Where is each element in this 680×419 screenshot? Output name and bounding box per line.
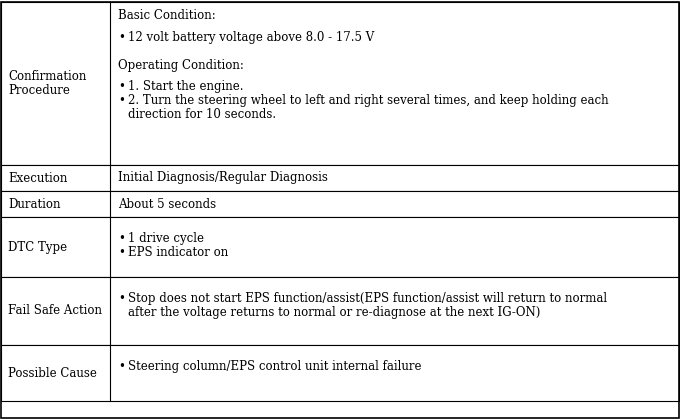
Text: Fail Safe Action: Fail Safe Action [8, 305, 102, 318]
Text: Basic Condition:: Basic Condition: [118, 9, 216, 22]
Text: 1. Start the engine.: 1. Start the engine. [128, 80, 243, 93]
Text: Initial Diagnosis/Regular Diagnosis: Initial Diagnosis/Regular Diagnosis [118, 171, 328, 184]
Text: •: • [118, 31, 125, 44]
Text: 12 volt battery voltage above 8.0 - 17.5 V: 12 volt battery voltage above 8.0 - 17.5… [128, 31, 374, 44]
Text: •: • [118, 292, 125, 305]
Text: Confirmation
Procedure: Confirmation Procedure [8, 70, 86, 98]
Text: DTC Type: DTC Type [8, 241, 67, 253]
Text: •: • [118, 94, 125, 107]
Bar [1, 217, 679, 277]
Bar [1, 2, 679, 165]
Bar [1, 191, 679, 217]
Text: Steering column/EPS control unit internal failure: Steering column/EPS control unit interna… [128, 360, 422, 372]
Text: Operating Condition:: Operating Condition: [118, 59, 244, 72]
Text: •: • [118, 360, 125, 372]
Text: About 5 seconds: About 5 seconds [118, 197, 216, 210]
Text: EPS indicator on: EPS indicator on [128, 246, 228, 259]
Bar [1, 345, 679, 401]
Text: Execution: Execution [8, 171, 67, 184]
Text: •: • [118, 80, 125, 93]
Text: after the voltage returns to normal or re-diagnose at the next IG-ON): after the voltage returns to normal or r… [128, 306, 541, 319]
Text: direction for 10 seconds.: direction for 10 seconds. [128, 109, 276, 122]
Text: •: • [118, 246, 125, 259]
Text: 1 drive cycle: 1 drive cycle [128, 232, 204, 245]
Text: Duration: Duration [8, 197, 61, 210]
Text: •: • [118, 232, 125, 245]
Text: Stop does not start EPS function/assist(EPS function/assist will return to norma: Stop does not start EPS function/assist(… [128, 292, 607, 305]
Text: 2. Turn the steering wheel to left and right several times, and keep holding eac: 2. Turn the steering wheel to left and r… [128, 94, 609, 107]
Bar [1, 165, 679, 191]
Bar [1, 277, 679, 345]
Text: Possible Cause: Possible Cause [8, 367, 97, 380]
